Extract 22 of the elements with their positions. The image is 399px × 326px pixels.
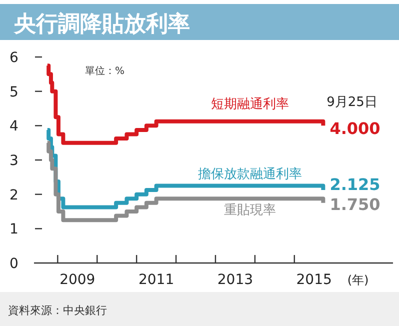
annotation: 9月25日	[326, 95, 378, 110]
series-label: 擔保放款融通利率	[198, 166, 302, 182]
series-label: 短期融通利率	[211, 96, 289, 112]
y-tick-label: 2	[10, 187, 18, 204]
x-tick-label: 2011	[138, 272, 174, 288]
y-tick-label: 6	[10, 50, 19, 66]
x-axis-title: (年)	[347, 273, 369, 287]
x-tick-label: 2009	[60, 272, 96, 288]
y-tick-label: 3	[10, 153, 18, 169]
y-tick-label: 4	[10, 118, 19, 135]
x-tick-label: 2015	[296, 272, 332, 288]
data-label: 2.125	[330, 175, 380, 194]
chart-title: 央行調降貼放利率	[14, 11, 190, 37]
data-label: 1.750	[330, 195, 380, 214]
y-tick-label: 1	[10, 222, 18, 238]
y-tick-label: 0	[10, 256, 18, 272]
data-label: 4.000	[330, 119, 380, 138]
y-axis-title: 單位：%	[85, 65, 125, 77]
series-label: 重貼現率	[224, 202, 276, 218]
source-note: 資料來源：中央銀行	[8, 304, 107, 317]
y-tick-label: 5	[10, 84, 18, 100]
x-tick-label: 2013	[217, 272, 254, 288]
